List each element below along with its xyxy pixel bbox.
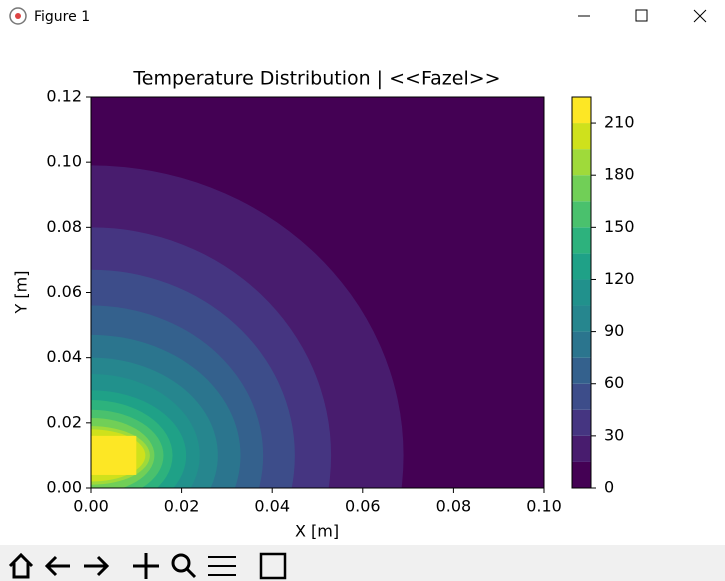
colorbar-frame: [571, 96, 592, 489]
x-axis-label: X [m]: [295, 522, 339, 541]
colorbar-tick-label: 120: [604, 269, 635, 288]
y-tick-label: 0.12: [46, 87, 82, 106]
colorbar-tick-label: 150: [604, 217, 635, 236]
colorbar-band: [572, 305, 591, 332]
colorbar-tick-label: 210: [604, 113, 635, 132]
x-tick-label: 0.08: [436, 497, 472, 516]
pan-button[interactable]: [133, 553, 159, 579]
heat-source: [91, 435, 137, 475]
axes: 0.00 0.02 0.04 0.06 0.08 0.10 0.00 0.02 0.04 0.06…: [46, 87, 634, 516]
configure-button[interactable]: [208, 556, 236, 576]
zoom-handle: [185, 567, 197, 579]
y-tick-label: 0.06: [46, 282, 82, 301]
colorbar-band: [572, 123, 591, 150]
colorbar-tick-label: 60: [604, 373, 624, 392]
colorbar-band: [572, 279, 591, 306]
plot-area: [91, 97, 544, 488]
x-tick-label: 0.00: [73, 497, 109, 516]
x-tick-label: 0.04: [254, 497, 290, 516]
maximize-button[interactable]: [635, 9, 648, 22]
colorbar-tick-label: 180: [604, 165, 635, 184]
colorbar-band: [572, 149, 591, 176]
back-button[interactable]: [44, 555, 70, 577]
zoom-button[interactable]: [171, 553, 191, 573]
close-button[interactable]: [693, 9, 707, 23]
window-title: Figure 1: [34, 9, 90, 25]
colorbar-band: [572, 357, 591, 384]
colorbar-tick-label: 90: [604, 321, 624, 340]
y-tick-label: 0.10: [46, 152, 82, 171]
colorbar-tick-label: 30: [604, 425, 624, 444]
colorbar-band: [572, 383, 591, 410]
colorbar-band: [572, 227, 591, 254]
colorbar-band: [572, 435, 591, 462]
colorbar-band: [572, 253, 591, 280]
toolbar-icons: [8, 552, 287, 580]
x-tick-label: 0.02: [164, 497, 200, 516]
x-tick-label: 0.06: [345, 497, 381, 516]
save-button[interactable]: [259, 552, 287, 580]
y-tick-label: 0.08: [46, 217, 82, 236]
colorbar-tick-label: 0: [604, 478, 614, 497]
x-tick-label: 0.10: [526, 497, 562, 516]
y-tick-label: 0.04: [46, 347, 82, 366]
toolbar: [0, 545, 725, 581]
colorbar-band: [572, 461, 591, 488]
forward-button[interactable]: [84, 555, 110, 577]
y-tick-label: 0.00: [46, 478, 82, 497]
y-axis-label: Y [m]: [12, 271, 31, 315]
colorbar-band: [572, 201, 591, 228]
colorbar-band: [572, 97, 591, 124]
title-bar: [0, 0, 725, 35]
y-tick-label: 0.02: [46, 412, 82, 431]
chart-title: Temperature Distribution | <<Fazel>>: [132, 68, 500, 90]
app-icon-dot: [15, 13, 21, 19]
colorbar-band: [572, 331, 591, 358]
home-button[interactable]: [8, 552, 34, 579]
colorbar-band: [572, 409, 591, 436]
colorbar-band: [572, 175, 591, 202]
